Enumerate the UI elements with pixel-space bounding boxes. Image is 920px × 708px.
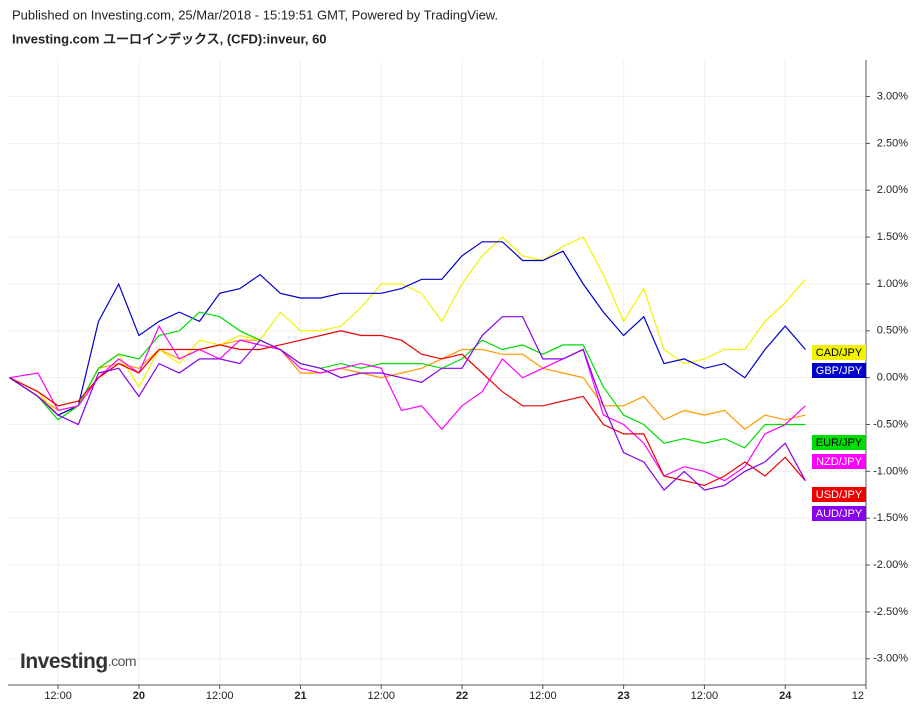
x-tick-label: 12:00 bbox=[367, 690, 395, 702]
x-tick-label: 23 bbox=[618, 690, 630, 702]
x-tick-label: 12:00 bbox=[529, 690, 557, 702]
series-line bbox=[9, 330, 806, 487]
x-tick-label: 12:00 bbox=[44, 690, 72, 702]
legend-label: AUD/JPY bbox=[816, 508, 863, 520]
y-tick-label: -0.50% bbox=[873, 418, 908, 430]
y-tick-label: 0.50% bbox=[877, 325, 908, 337]
x-tick-label: 12:00 bbox=[206, 690, 234, 702]
y-tick-label: -3.00% bbox=[873, 653, 908, 665]
series-line bbox=[9, 316, 806, 492]
x-tick-label: 12 bbox=[852, 690, 864, 702]
legend-label: GBP/JPY bbox=[816, 365, 863, 377]
x-tick-label: 12:00 bbox=[691, 690, 719, 702]
legend-swatch bbox=[812, 435, 866, 450]
y-tick-label: 2.50% bbox=[877, 137, 908, 149]
series-line bbox=[9, 241, 806, 416]
legend-label: EUR/JPY bbox=[816, 437, 863, 449]
y-tick-label: -1.50% bbox=[873, 512, 908, 524]
logo: Investing.com bbox=[20, 650, 136, 673]
published-note: Published on Investing.com, 25/Mar/2018 … bbox=[12, 7, 498, 22]
x-tick-label: 22 bbox=[456, 690, 468, 702]
logo-suffix: .com bbox=[108, 653, 136, 669]
y-tick-label: 2.00% bbox=[877, 184, 908, 196]
legend-swatch bbox=[812, 345, 866, 360]
y-tick-label: 1.50% bbox=[877, 231, 908, 243]
chart-title: Investing.com ユーロインデックス, (CFD):inveur, 6… bbox=[12, 31, 327, 46]
x-tick-label: 21 bbox=[294, 690, 306, 702]
y-tick-label: 3.00% bbox=[877, 90, 908, 102]
legend-swatch bbox=[812, 506, 866, 521]
legend-label: USD/JPY bbox=[816, 489, 863, 501]
x-tick-label: 20 bbox=[133, 690, 145, 702]
legend-label: NZD/JPY bbox=[816, 456, 863, 468]
y-tick-label: 0.00% bbox=[877, 372, 908, 384]
legend-swatch bbox=[812, 363, 866, 378]
y-tick-label: -2.50% bbox=[873, 606, 908, 618]
legend-label: CAD/JPY bbox=[816, 347, 863, 359]
logo-brand: Investing bbox=[20, 650, 108, 673]
series-line bbox=[9, 324, 806, 482]
plot bbox=[9, 236, 806, 492]
series-line bbox=[9, 339, 806, 430]
y-tick-label: 1.00% bbox=[877, 278, 908, 290]
series-line bbox=[9, 311, 806, 449]
legend-swatch bbox=[812, 487, 866, 502]
x-tick-label: 24 bbox=[779, 690, 792, 702]
series-line bbox=[9, 236, 806, 416]
y-tick-label: -1.00% bbox=[873, 465, 908, 477]
y-tick-label: -2.00% bbox=[873, 559, 908, 571]
legend-swatch bbox=[812, 454, 866, 469]
